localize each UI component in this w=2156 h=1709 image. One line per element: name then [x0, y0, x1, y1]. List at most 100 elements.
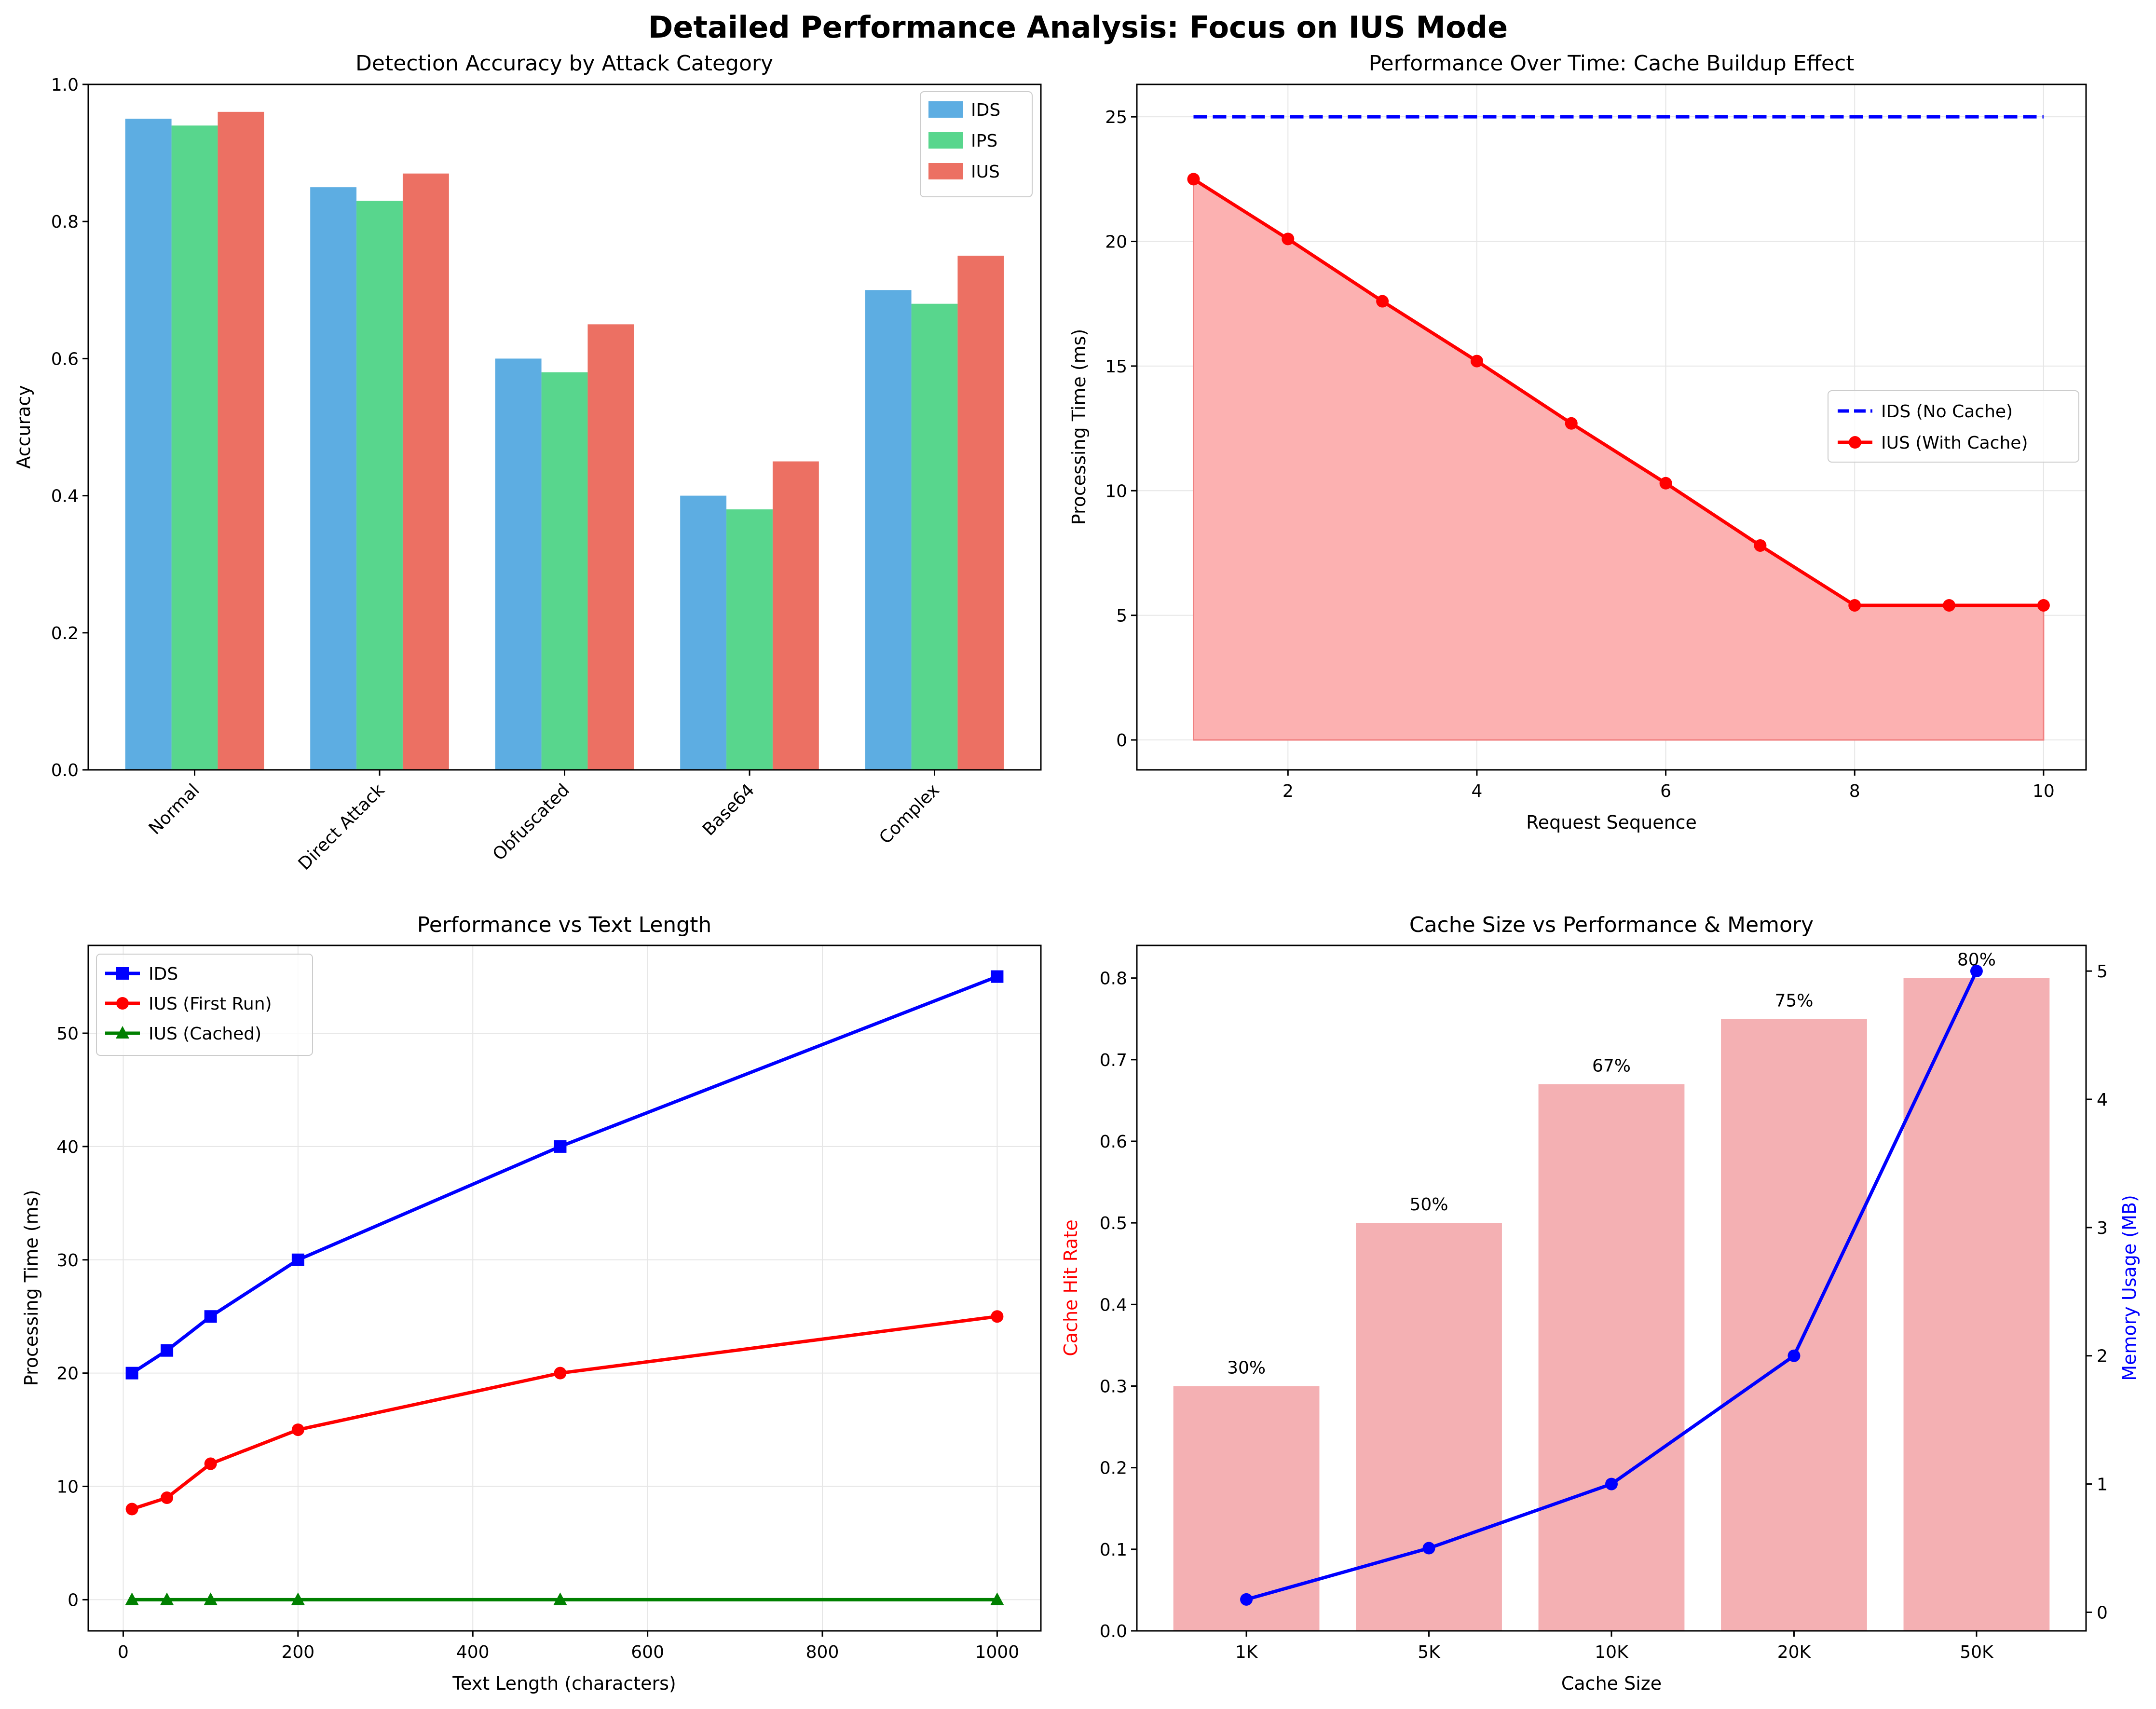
- ius-cached-point-1: [160, 1592, 174, 1605]
- plot-frame: [1136, 83, 2087, 771]
- x-tick-label: Base64: [699, 780, 758, 839]
- bar-ius-4: [957, 256, 1004, 770]
- y-tick-label: 50: [56, 1024, 79, 1044]
- bar-ips-3: [726, 509, 773, 770]
- y-tick-label-right: 2: [2097, 1347, 2108, 1367]
- x-tick-label: Direct Attack: [295, 780, 389, 874]
- bar-value-label: 50%: [1410, 1195, 1448, 1215]
- y-tick-label: 0.5: [1100, 1214, 1127, 1233]
- bar-ips-2: [541, 372, 588, 770]
- y-tick-label: 0.8: [51, 212, 79, 232]
- legend-label: IUS (First Run): [149, 994, 272, 1014]
- chart-cache-buildup: 2 4 6 8 10 0 5 10 15 20 25 Performance Over Time: …: [1068, 51, 2087, 833]
- x-tick-label: 400: [456, 1642, 490, 1662]
- legend-swatch: [928, 163, 963, 179]
- x-axis-label: Text Length (characters): [452, 1673, 676, 1694]
- y-tick-label: 0: [68, 1590, 79, 1610]
- memory-point-2: [1605, 1477, 1618, 1490]
- y-tick-label: 0.4: [1100, 1295, 1127, 1315]
- y-tick-label: 0.1: [1100, 1540, 1127, 1560]
- x-tick-label: Normal: [145, 780, 204, 838]
- bar-ius-2: [587, 324, 634, 770]
- chart-title: Detection Accuracy by Attack Category: [355, 51, 773, 76]
- bar-ius-3: [772, 461, 819, 770]
- ius-first-run-point-3: [291, 1423, 304, 1436]
- bar-ius-1: [402, 173, 449, 770]
- y-tick-label: 0.6: [51, 349, 79, 369]
- x-tick-label: Obfuscated: [489, 780, 573, 864]
- ius-cached-point-4: [553, 1592, 567, 1605]
- bar-ids-2: [495, 358, 542, 770]
- ius-first-run-point-0: [125, 1503, 138, 1516]
- ius-cached-point-5: [990, 1592, 1004, 1605]
- bar-value-label: 75%: [1774, 991, 1813, 1011]
- x-tick-label: 8: [1849, 781, 1860, 801]
- y-tick-label: 0.4: [51, 487, 79, 506]
- ius-first-run-point-1: [161, 1491, 174, 1504]
- y-tick-label-right: 1: [2097, 1475, 2108, 1495]
- y-tick-label-right: 0: [2097, 1603, 2108, 1623]
- legend-label: IUS (Cached): [149, 1024, 261, 1044]
- figure-title: Detailed Performance Analysis: Focus on …: [648, 10, 1508, 45]
- y-tick-label: 0.0: [1100, 1622, 1127, 1641]
- chart-title: Performance Over Time: Cache Buildup Eff…: [1369, 51, 1855, 76]
- legend-box: [1828, 390, 2079, 463]
- series-line-ius-with-cache: [1192, 178, 2044, 607]
- hit-rate-bar-4: [1903, 978, 2050, 1631]
- legend-box: [96, 954, 313, 1056]
- ius-with-cache-point-7: [1848, 599, 1861, 612]
- chart-title: Performance vs Text Length: [417, 913, 712, 937]
- hit-rate-bar-0: [1173, 1386, 1320, 1631]
- bar-value-label: 67%: [1592, 1056, 1631, 1076]
- x-tick-label: 20K: [1777, 1642, 1812, 1662]
- ids-point-1: [161, 1344, 174, 1357]
- memory-point-1: [1422, 1542, 1435, 1555]
- legend-label: IUS: [971, 162, 1000, 182]
- x-axis-label: Request Sequence: [1526, 812, 1697, 833]
- memory-point-4: [1970, 965, 1983, 978]
- y-axis-label: Processing Time (ms): [21, 1190, 42, 1386]
- y-tick-label: 30: [56, 1251, 79, 1271]
- y-tick-label: 5: [1116, 606, 1127, 626]
- bar-ius-0: [218, 111, 264, 770]
- y-tick-label: 15: [1105, 357, 1127, 377]
- hit-rate-bar-1: [1356, 1223, 1502, 1631]
- x-axis-label: Cache Size: [1561, 1673, 1662, 1694]
- x-tick-label: 1000: [975, 1642, 1020, 1662]
- legend-label: IUS (With Cache): [1881, 433, 2028, 453]
- ius-with-cache-point-0: [1187, 173, 1200, 186]
- ius-cached-point-3: [291, 1592, 305, 1605]
- x-tick-label: 200: [282, 1642, 315, 1662]
- legend-label: IDS: [149, 964, 178, 984]
- y-tick-label: 20: [1105, 232, 1127, 252]
- y-tick-label: 0.2: [51, 624, 79, 643]
- ids-point-4: [554, 1140, 567, 1153]
- x-tick-label: 5K: [1418, 1642, 1441, 1662]
- ius-with-cache-point-2: [1376, 295, 1389, 308]
- y-tick-label-right: 3: [2097, 1218, 2108, 1238]
- y-tick-label-right: 4: [2097, 1090, 2108, 1110]
- x-tick-label: 2: [1283, 781, 1294, 801]
- ids-point-5: [991, 970, 1004, 983]
- y-tick-label: 40: [56, 1137, 79, 1157]
- ius-first-run-point-2: [204, 1457, 217, 1470]
- y-tick-label: 10: [1105, 481, 1127, 501]
- legend-marker: [1849, 436, 1861, 449]
- ids-point-0: [125, 1367, 138, 1380]
- chart-text-length: 0 200 400 600 800 1000 0 10 20 30 40 50 Performance…: [21, 913, 1042, 1694]
- y-tick-label: 0.3: [1100, 1377, 1127, 1397]
- legend-marker: [116, 997, 129, 1010]
- ids-point-3: [291, 1253, 304, 1266]
- bar-ids-1: [310, 187, 357, 770]
- ius-first-run-point-5: [991, 1310, 1004, 1323]
- chart-title: Cache Size vs Performance & Memory: [1409, 913, 1814, 937]
- ius-first-run-point-4: [554, 1367, 567, 1380]
- chart-cache-size: 30%50%67%75%80% 0.00.10.20.30.40.50.60.7…: [1060, 913, 2140, 1694]
- y-tick-label: 1.0: [51, 75, 79, 95]
- legend-label: IDS: [971, 100, 1000, 120]
- y-tick-label-right: 5: [2097, 962, 2108, 982]
- x-tick-label: 10: [2033, 781, 2055, 801]
- y-tick-label: 0.7: [1100, 1051, 1127, 1070]
- ius-cached-point-2: [204, 1592, 218, 1605]
